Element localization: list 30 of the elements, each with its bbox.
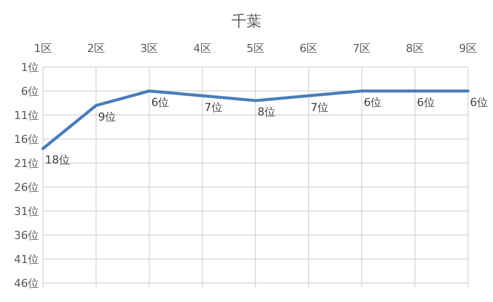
data-label: 6位 [416,96,435,109]
y-tick-label: 46位 [14,276,39,290]
data-label: 6位 [151,96,170,109]
line-series [42,90,470,150]
x-tick-label: 7区 [352,42,371,55]
y-tick-label: 31位 [14,204,39,218]
data-label: 8位 [258,106,276,119]
y-tick-label: 26位 [14,180,39,194]
y-tick-label: 36位 [14,228,39,242]
chart-title: 千葉 [232,12,262,30]
x-tick-label: 4区 [193,42,212,55]
x-tick-label: 6区 [300,42,318,55]
data-label: 18位 [45,154,70,167]
y-tick-label: 41位 [14,252,39,266]
data-label: 9位 [98,110,116,124]
y-tick-label: 21位 [14,156,39,170]
y-tick-label: 6位 [21,84,39,98]
data-label: 6位 [470,96,488,109]
x-tick-label: 8区 [406,42,424,55]
data-label: 6位 [364,96,382,109]
x-tick-label: 2区 [87,42,106,55]
data-label: 7位 [204,100,222,114]
x-tick-label: 3区 [140,42,158,55]
y-tick-label: 11位 [14,108,39,122]
x-tick-label: 1区 [34,42,52,55]
x-tick-label: 9区 [459,42,477,55]
y-tick-label: 1位 [21,60,39,74]
y-tick-label: 16位 [14,132,39,146]
data-label: 7位 [310,100,329,114]
x-tick-label: 5区 [246,42,264,55]
